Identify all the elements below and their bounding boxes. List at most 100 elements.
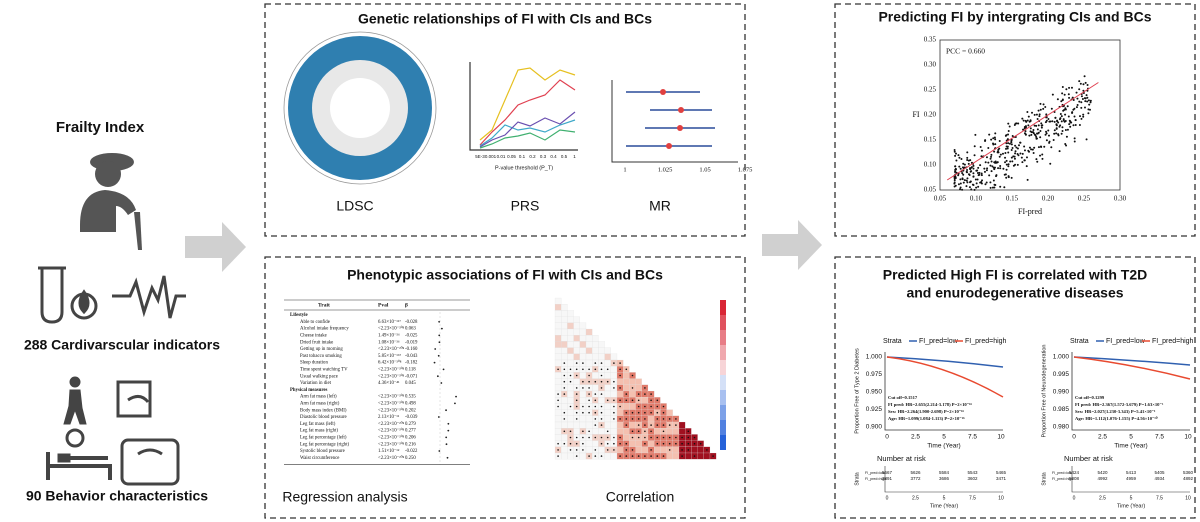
- point: [1079, 115, 1082, 118]
- point: [1058, 150, 1061, 153]
- corr-cell: [579, 328, 587, 336]
- point: [1063, 108, 1066, 111]
- sig-dot: [575, 455, 578, 457]
- point: [1064, 107, 1067, 110]
- corr-cell: [629, 378, 636, 385]
- corr-cell: [567, 335, 574, 342]
- label: Diastolic blood pressure: [300, 415, 347, 420]
- sig-dot: [668, 418, 671, 420]
- sig-dot: [662, 418, 665, 420]
- sig-dot: [600, 424, 603, 426]
- corr-cell: [641, 446, 649, 454]
- sig-dot: [575, 387, 578, 389]
- point: [1035, 124, 1038, 127]
- point: [1037, 146, 1040, 149]
- corr-cell: [554, 310, 562, 317]
- label: 3772: [910, 476, 921, 481]
- point: [1022, 128, 1025, 131]
- label: 0: [1073, 495, 1076, 501]
- sig-dot: [662, 436, 665, 439]
- corr-cell: [623, 403, 630, 410]
- sig-dot: [687, 449, 690, 451]
- prs-chart: [469, 62, 578, 151]
- point: [961, 178, 964, 181]
- axes: [884, 352, 1003, 431]
- corr-cell: [579, 390, 587, 398]
- sig-dot: [687, 442, 690, 445]
- point: [974, 133, 977, 136]
- corr-cell: [604, 359, 611, 367]
- label: 0.25: [924, 86, 937, 94]
- point: [1012, 155, 1015, 158]
- panel-genetic: [264, 3, 746, 237]
- point: [962, 162, 965, 165]
- label: 1.000: [1053, 354, 1070, 361]
- point: [980, 174, 983, 177]
- point: [1038, 115, 1041, 118]
- point: [1071, 96, 1074, 99]
- point: [994, 138, 997, 141]
- point: [986, 167, 989, 170]
- point: [993, 150, 996, 153]
- point: [990, 160, 993, 163]
- corr-cell: [598, 428, 605, 435]
- point: [1085, 94, 1088, 97]
- label: 1: [623, 166, 626, 173]
- point: [1038, 113, 1041, 116]
- point: [1028, 150, 1031, 153]
- label: 0.206: [405, 435, 416, 440]
- point: [1045, 139, 1048, 142]
- point: [1040, 124, 1043, 127]
- point: [954, 168, 957, 171]
- label: 0.985: [1053, 406, 1070, 413]
- sig-dot: [575, 405, 578, 408]
- label: 2.5: [912, 495, 919, 501]
- point: [1064, 113, 1067, 116]
- point: [1023, 149, 1026, 152]
- sig-dot: [600, 436, 603, 439]
- point: [1008, 142, 1011, 145]
- sig-dot: [625, 411, 628, 414]
- point: [1067, 115, 1070, 118]
- label: -0.025: [405, 333, 418, 338]
- arrow: [185, 222, 246, 272]
- point: [1078, 123, 1081, 126]
- point: [993, 186, 996, 189]
- sig-dot: [619, 362, 621, 364]
- colorbar: [720, 375, 726, 390]
- ldsc-circle: [283, 31, 437, 185]
- corr-cell: [592, 440, 599, 447]
- corr-cell: [623, 378, 630, 385]
- corr-cell: [666, 452, 673, 460]
- sig-dot: [644, 405, 646, 408]
- label: 5465: [996, 470, 1007, 475]
- corr-cell: [598, 341, 605, 348]
- label: Cut off=0.1517: [888, 395, 918, 400]
- corr-cell: [654, 446, 661, 454]
- point: [977, 166, 980, 169]
- point: [966, 181, 969, 184]
- point: [1053, 120, 1056, 123]
- corr-cell: [610, 421, 618, 429]
- corr-cell: [567, 409, 574, 416]
- point: [991, 186, 994, 189]
- panel-title: Predicted High FI is correlated with T2D: [883, 267, 1148, 283]
- corr-cell: [629, 390, 636, 398]
- point: [1036, 128, 1039, 131]
- label: Alcohol intake frequency: [300, 327, 349, 332]
- sig-dot: [662, 455, 665, 457]
- point: [992, 166, 995, 169]
- effect-dot: [445, 436, 448, 439]
- corr-cell: [554, 347, 562, 354]
- corr-cell: [579, 372, 587, 379]
- sig-dot: [594, 411, 597, 414]
- point: [1017, 144, 1020, 147]
- effect-dot: [455, 395, 457, 398]
- sig-dot: [631, 418, 634, 420]
- point: [1078, 88, 1081, 91]
- corr-cell: [585, 328, 593, 336]
- sig-dot: [637, 418, 640, 420]
- label: Strata: [854, 472, 860, 486]
- point: [1010, 176, 1013, 179]
- sig-dot: [644, 411, 646, 414]
